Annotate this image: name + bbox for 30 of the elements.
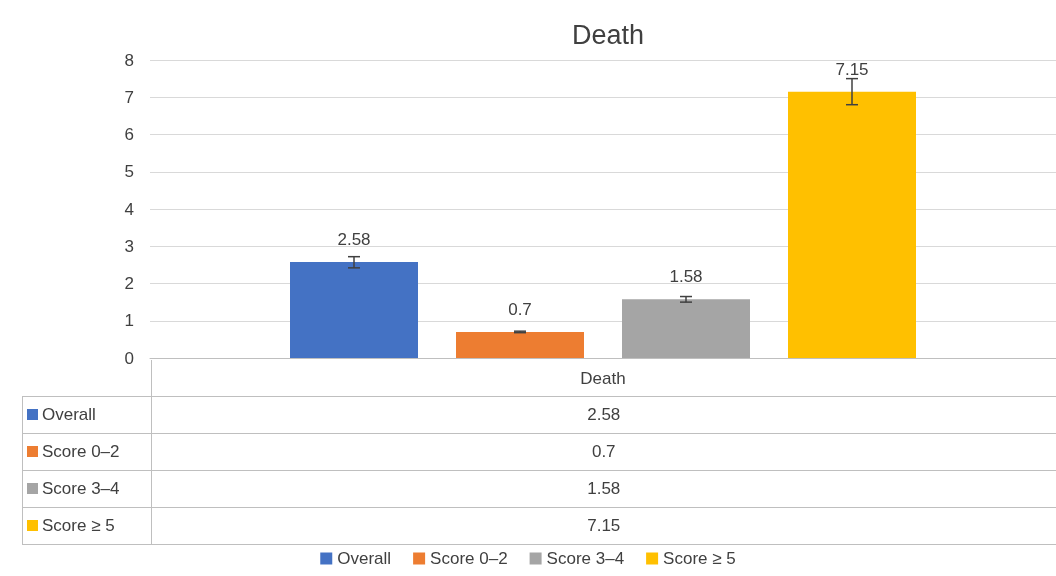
y-tick-label: 1 xyxy=(124,311,134,331)
data-label: 0.7 xyxy=(508,299,532,319)
y-tick-label: 7 xyxy=(124,87,134,107)
text: Score 0–2 xyxy=(42,442,120,461)
y-tick-label: 0 xyxy=(124,348,134,368)
bar xyxy=(290,261,418,358)
chart-title: Death xyxy=(571,19,645,50)
bar xyxy=(456,331,584,358)
y-tick-label: 2 xyxy=(124,274,134,293)
text: Score ≥ 5 xyxy=(42,516,115,535)
y-tick-label: 3 xyxy=(124,236,134,256)
data-label: 2.58 xyxy=(337,229,371,249)
text: Overall xyxy=(42,405,96,424)
data-label: 7.15 xyxy=(835,59,869,79)
legend-label: Score ≥ 5 xyxy=(663,549,736,568)
legend-label: Overall xyxy=(337,549,392,568)
text: 7.15 xyxy=(587,516,621,535)
y-tick-label: 8 xyxy=(124,50,134,70)
y-tick-label: 5 xyxy=(124,162,134,182)
bar xyxy=(788,91,916,358)
bar xyxy=(622,299,750,358)
legend-label: Score 0–2 xyxy=(430,549,508,568)
text: 0.7 xyxy=(591,442,616,461)
legend-label: Score 3–4 xyxy=(546,549,625,568)
text: 1.58 xyxy=(587,479,621,498)
data-label: 1.58 xyxy=(669,267,703,287)
y-tick-label: 4 xyxy=(124,199,134,219)
text: Score 3–4 xyxy=(42,479,120,498)
y-tick-label: 6 xyxy=(124,125,134,144)
text: 2.58 xyxy=(587,405,621,424)
